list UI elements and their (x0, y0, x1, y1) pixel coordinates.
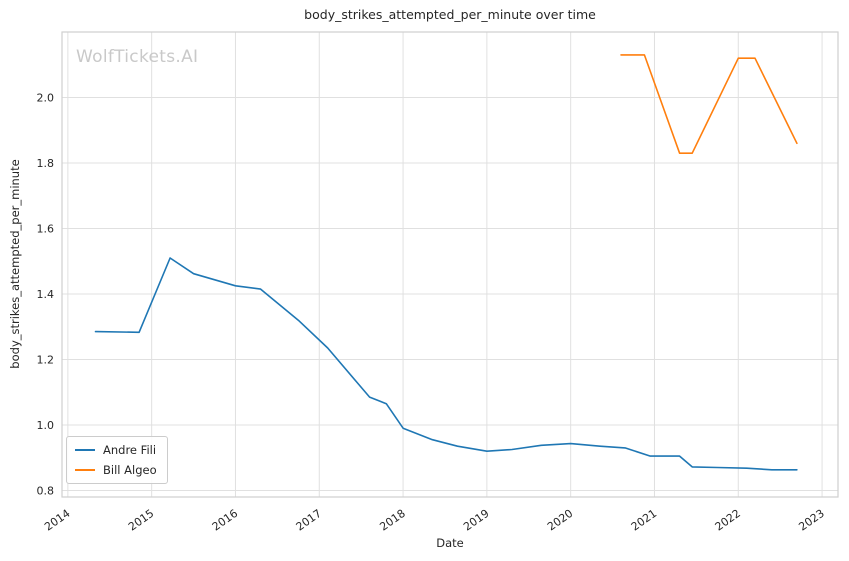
svg-text:2022: 2022 (713, 507, 743, 534)
x-axis-label: Date (436, 536, 464, 550)
svg-text:2016: 2016 (210, 507, 240, 534)
legend-label-bill-algeo: Bill Algeo (103, 463, 157, 477)
watermark: WolfTickets.AI (76, 47, 199, 67)
svg-text:2014: 2014 (42, 507, 72, 534)
svg-text:2018: 2018 (377, 507, 407, 534)
svg-text:2019: 2019 (461, 507, 491, 534)
svg-text:1.4: 1.4 (37, 288, 55, 301)
legend: Andre Fili Bill Algeo (66, 436, 168, 484)
svg-text:1.2: 1.2 (37, 353, 55, 366)
svg-text:2020: 2020 (545, 507, 575, 534)
legend-item-andre-fili: Andre Fili (75, 443, 157, 457)
legend-label-andre-fili: Andre Fili (103, 443, 157, 457)
y-axis-label: body_strikes_attempted_per_minute (8, 159, 22, 369)
svg-text:1.6: 1.6 (37, 222, 55, 235)
legend-line-swatch-bill-algeo (75, 469, 95, 471)
legend-item-bill-algeo: Bill Algeo (75, 463, 157, 477)
svg-text:0.8: 0.8 (37, 484, 55, 497)
legend-line-swatch-andre-fili (75, 449, 95, 451)
svg-text:1.0: 1.0 (37, 419, 55, 432)
svg-text:2017: 2017 (294, 507, 324, 534)
svg-text:1.8: 1.8 (37, 157, 55, 170)
svg-text:2021: 2021 (629, 507, 659, 534)
svg-text:2015: 2015 (126, 507, 156, 534)
svg-text:2023: 2023 (796, 507, 826, 534)
svg-text:2.0: 2.0 (37, 91, 55, 104)
chart-title: body_strikes_attempted_per_minute over t… (304, 7, 596, 22)
